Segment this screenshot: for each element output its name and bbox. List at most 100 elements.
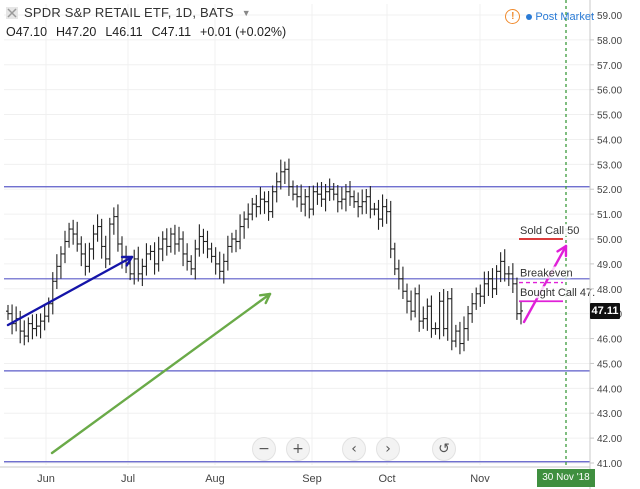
price-tick-label: 53.00 (597, 160, 622, 171)
chart-nav-bar: − + ‹ › ↺ (252, 437, 456, 461)
chevron-down-icon[interactable]: ▼ (241, 7, 251, 18)
ohlc-bar (75, 221, 80, 252)
ohlc-bar (91, 224, 96, 260)
ohlc-bar (323, 183, 328, 212)
ohlc-bar (83, 243, 88, 276)
ohlc-bar (99, 218, 104, 259)
ohlc-bar (10, 304, 15, 335)
time-tick-label: Jul (121, 473, 135, 485)
ohlc-bar (425, 298, 430, 331)
ohlc-bar (270, 185, 275, 218)
ohlc-bar (246, 203, 251, 229)
ohlc-bar (364, 188, 369, 214)
ohlc-bar (433, 322, 438, 335)
post-market-label: Post Market (535, 10, 594, 23)
horizontal-levels (4, 186, 590, 463)
sold-call-label-bg (518, 224, 588, 236)
price-axis: 41.0042.0043.0044.0045.0046.0047.0048.00… (589, 0, 622, 489)
ohlc-bar (274, 172, 279, 203)
symbol-title[interactable]: SPDR S&P RETAIL ETF, 1D, BATS (24, 5, 234, 20)
ohlc-bar (405, 283, 409, 314)
scroll-forward-button[interactable]: › (376, 437, 400, 461)
scroll-back-button[interactable]: ‹ (342, 437, 366, 461)
price-tick-label: 54.00 (597, 135, 622, 146)
ohlc-bar (429, 295, 434, 338)
ohlc-bar (278, 159, 283, 190)
ohlc-bar (71, 219, 76, 245)
ohlc-bar (38, 313, 43, 339)
ohlc-low: L46.11 (105, 25, 143, 39)
ohlc-bar (392, 242, 397, 276)
ohlc-bar (372, 202, 377, 216)
ohlc-bar (172, 224, 177, 255)
ohlc-bar (6, 304, 10, 320)
ohlc-bar (87, 242, 92, 273)
ohlc-bar (352, 190, 357, 208)
ohlc-bar (234, 229, 238, 253)
ohlc-bar (229, 232, 234, 253)
warning-icon[interactable]: ! (505, 9, 521, 24)
ohlc-bar (254, 194, 259, 218)
ohlc-bar (380, 194, 385, 227)
ohlc-bar (486, 271, 491, 296)
ohlc-bar (168, 227, 173, 253)
ohlc-bar (470, 293, 475, 323)
ohlc-bar (388, 200, 393, 259)
ohlc-bar (303, 188, 308, 217)
sold-call-label: Sold Call 50 (520, 225, 579, 237)
ohlc-bar (50, 272, 55, 315)
green-trend-arrow-head (258, 292, 272, 305)
chart-logo-icon (6, 6, 18, 19)
ohlc-bar (400, 266, 405, 299)
price-tick-label: 59.00 (597, 11, 622, 22)
ohlc-bar (115, 204, 120, 252)
ohlc-bar (242, 211, 247, 239)
ohlc-bar (449, 288, 454, 351)
symbol-row: SPDR S&P RETAIL ETF, 1D, BATS ▼ (6, 5, 251, 20)
ohlc-bar (514, 277, 519, 320)
price-tick-label: 52.00 (597, 185, 622, 196)
ohlc-bar (331, 183, 336, 201)
price-tick-label: 49.00 (597, 260, 622, 271)
reset-chart-button[interactable]: ↺ (432, 437, 456, 461)
time-axis: Jun Jul Aug Sep Oct Nov (0, 466, 590, 485)
time-tick-label: Aug (205, 473, 225, 485)
ohlc-bar (335, 184, 340, 213)
zoom-out-button[interactable]: − (252, 437, 276, 461)
ohlc-bar (339, 186, 344, 210)
last-price-badge: 47.11 (590, 303, 620, 319)
ohlc-bar (197, 224, 202, 257)
price-tick-label: 51.00 (597, 210, 622, 221)
ohlc-bar (466, 305, 471, 341)
ohlc-bar (164, 228, 169, 256)
ohlc-bar (311, 185, 316, 216)
ohlc-bar (327, 178, 332, 201)
zoom-in-button[interactable]: + (286, 437, 310, 461)
price-tick-label: 57.00 (597, 61, 622, 72)
ohlc-open: O47.10 (6, 25, 48, 39)
ohlc-bar (177, 226, 181, 252)
price-tick-label: 44.00 (597, 384, 622, 395)
price-tick-label: 48.00 (597, 285, 622, 296)
ohlc-bar (160, 231, 165, 262)
blue-trend-arrow (6, 255, 134, 327)
ohlc-bar (457, 321, 462, 355)
ohlc-bar (474, 287, 479, 310)
ohlc-bar (409, 290, 414, 321)
ohlc-bar (152, 242, 157, 275)
green-trend-arrow (50, 292, 272, 455)
pink-target-arrow-head (556, 244, 568, 258)
ohlc-bar (30, 314, 35, 340)
ohlc-bar (453, 324, 458, 348)
ohlc-bar (502, 249, 507, 282)
ohlc-bar (519, 301, 523, 325)
price-tick-label: 55.00 (597, 111, 622, 122)
ohlc-bar (262, 191, 267, 214)
chart-grid (4, 4, 590, 465)
ohlc-bar (413, 287, 418, 318)
post-market-status[interactable]: ! Post Market (505, 9, 594, 24)
ohlc-bar (343, 183, 348, 212)
time-tick-label: Nov (470, 473, 490, 485)
price-tick-label: 45.00 (597, 359, 622, 370)
